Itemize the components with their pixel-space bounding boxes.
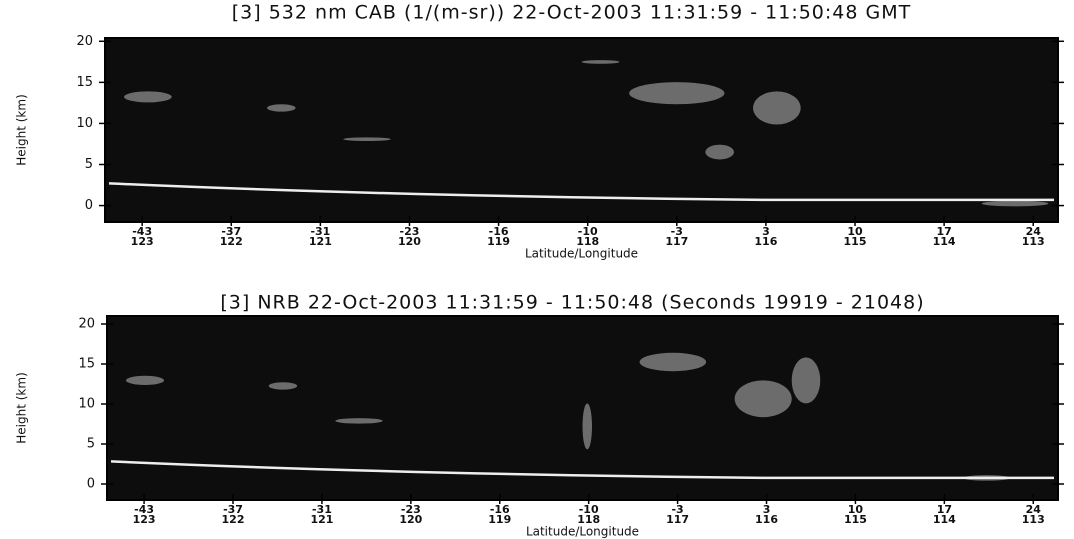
y-tick-label: 15 — [78, 357, 95, 372]
x-tick-label: -16 — [489, 225, 509, 238]
y-tick-label: 10 — [76, 116, 93, 131]
x-tick-label: 119 — [488, 513, 511, 526]
x-tick-label: 120 — [398, 235, 421, 248]
x-tick-label: 115 — [844, 513, 867, 526]
cloud — [124, 91, 172, 103]
x-tick-label: 114 — [933, 513, 956, 526]
x-tick-label: -10 — [579, 503, 599, 516]
x-tick-label: -43 — [132, 225, 152, 238]
cloud — [126, 375, 165, 385]
panel-title: [3] 532 nm CAB (1/(m-sr)) 22-Oct-2003 11… — [232, 2, 911, 24]
cloud — [268, 382, 298, 390]
cloud — [629, 82, 725, 105]
x-tick-label: 3 — [763, 503, 771, 516]
x-tick-label: 10 — [847, 225, 863, 238]
x-tick-label: 122 — [222, 513, 245, 526]
y-axis-label: Height (km) — [15, 94, 29, 165]
cloud — [705, 144, 734, 160]
x-tick-label: 121 — [310, 513, 333, 526]
x-tick-label: -3 — [671, 225, 683, 238]
x-tick-label: -23 — [401, 503, 421, 516]
x-tick-label: 116 — [755, 513, 778, 526]
x-tick-label: -37 — [221, 225, 241, 238]
x-tick-label: 116 — [754, 235, 777, 248]
cloud — [582, 403, 593, 450]
cloud — [734, 380, 792, 418]
y-tick-label: 15 — [76, 75, 93, 90]
y-tick-label: 20 — [78, 317, 95, 332]
y-tick-label: 10 — [78, 397, 95, 412]
plot-image — [104, 37, 1059, 223]
x-tick-label: 117 — [666, 513, 689, 526]
surface — [108, 182, 1054, 202]
x-axis-label: Latitude/Longitude — [525, 247, 638, 261]
cloud — [335, 418, 383, 424]
cloud — [581, 60, 620, 64]
panel-title: [3] NRB 22-Oct-2003 11:31:59 - 11:50:48 … — [220, 292, 924, 314]
cloud — [343, 137, 391, 142]
cloud — [753, 91, 801, 125]
y-tick-label: 20 — [76, 34, 93, 49]
x-tick-label: 115 — [844, 235, 867, 248]
surface — [110, 460, 1054, 480]
x-tick-label: 17 — [936, 225, 951, 238]
x-tick-label: -23 — [400, 225, 420, 238]
cloud — [981, 200, 1049, 207]
cloud — [639, 352, 707, 372]
y-tick-label: 0 — [85, 198, 93, 213]
x-tick-label: -31 — [310, 225, 330, 238]
x-tick-label: 123 — [133, 513, 156, 526]
x-tick-label: 122 — [220, 235, 243, 248]
x-tick-label: 121 — [309, 235, 332, 248]
plot-image — [106, 315, 1059, 501]
x-tick-label: 114 — [933, 235, 956, 248]
x-tick-label: -31 — [312, 503, 332, 516]
x-tick-label: 17 — [937, 503, 952, 516]
x-axis-label: Latitude/Longitude — [526, 525, 639, 539]
x-tick-label: 118 — [577, 513, 600, 526]
x-tick-label: 117 — [665, 235, 688, 248]
x-tick-label: 3 — [762, 225, 770, 238]
x-tick-label: 118 — [576, 235, 599, 248]
y-tick-label: 5 — [85, 157, 93, 172]
x-tick-label: 123 — [131, 235, 154, 248]
x-tick-label: 10 — [848, 503, 864, 516]
x-tick-label: 119 — [487, 235, 510, 248]
x-tick-label: 120 — [399, 513, 422, 526]
x-tick-label: -16 — [490, 503, 510, 516]
x-tick-label: 113 — [1022, 513, 1045, 526]
x-tick-label: -3 — [671, 503, 683, 516]
x-tick-label: -43 — [134, 503, 154, 516]
y-tick-label: 0 — [87, 477, 95, 492]
x-tick-label: 113 — [1022, 235, 1045, 248]
x-tick-label: -10 — [578, 225, 598, 238]
cloud — [791, 357, 821, 404]
x-tick-label: 24 — [1026, 225, 1042, 238]
x-tick-label: 24 — [1026, 503, 1042, 516]
y-tick-label: 5 — [87, 437, 95, 452]
x-tick-label: -37 — [223, 503, 243, 516]
y-axis-label: Height (km) — [15, 372, 29, 443]
cloud — [267, 104, 296, 112]
